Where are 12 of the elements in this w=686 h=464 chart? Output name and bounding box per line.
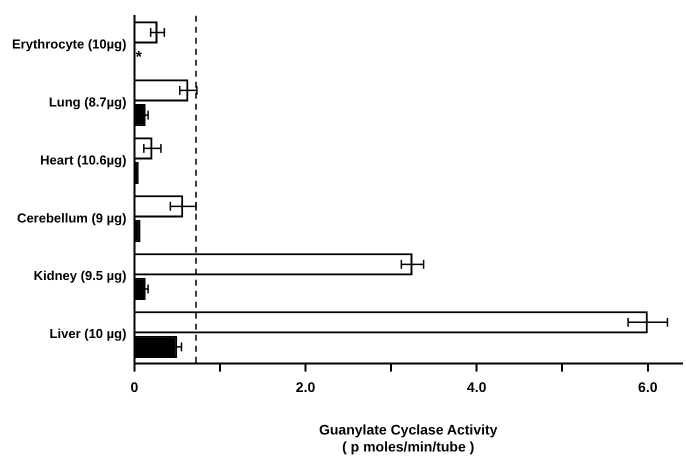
y-tick-label: Heart (10.6µg) [40,152,126,168]
x-axis-title: Guanylate Cyclase Activity ( p moles/min/tube ) [318,422,498,454]
y-tick-label: Lung (8.7µg) [48,94,126,110]
y-tick-label: Erythrocyte (10µg) [12,36,126,52]
x-tick-label: 4.0 [466,378,487,395]
y-tick-label: Liver (10 µg) [50,326,126,342]
y-tick-label: Cerebellum (9 µg) [17,210,126,226]
x-tick-label: 2.0 [296,378,316,395]
x-tick-label: 6.0 [638,378,658,395]
annotation: * [136,48,143,66]
x-tick-label: 0 [130,378,139,395]
y-tick-label: Kidney (9.5 µg) [34,268,126,284]
